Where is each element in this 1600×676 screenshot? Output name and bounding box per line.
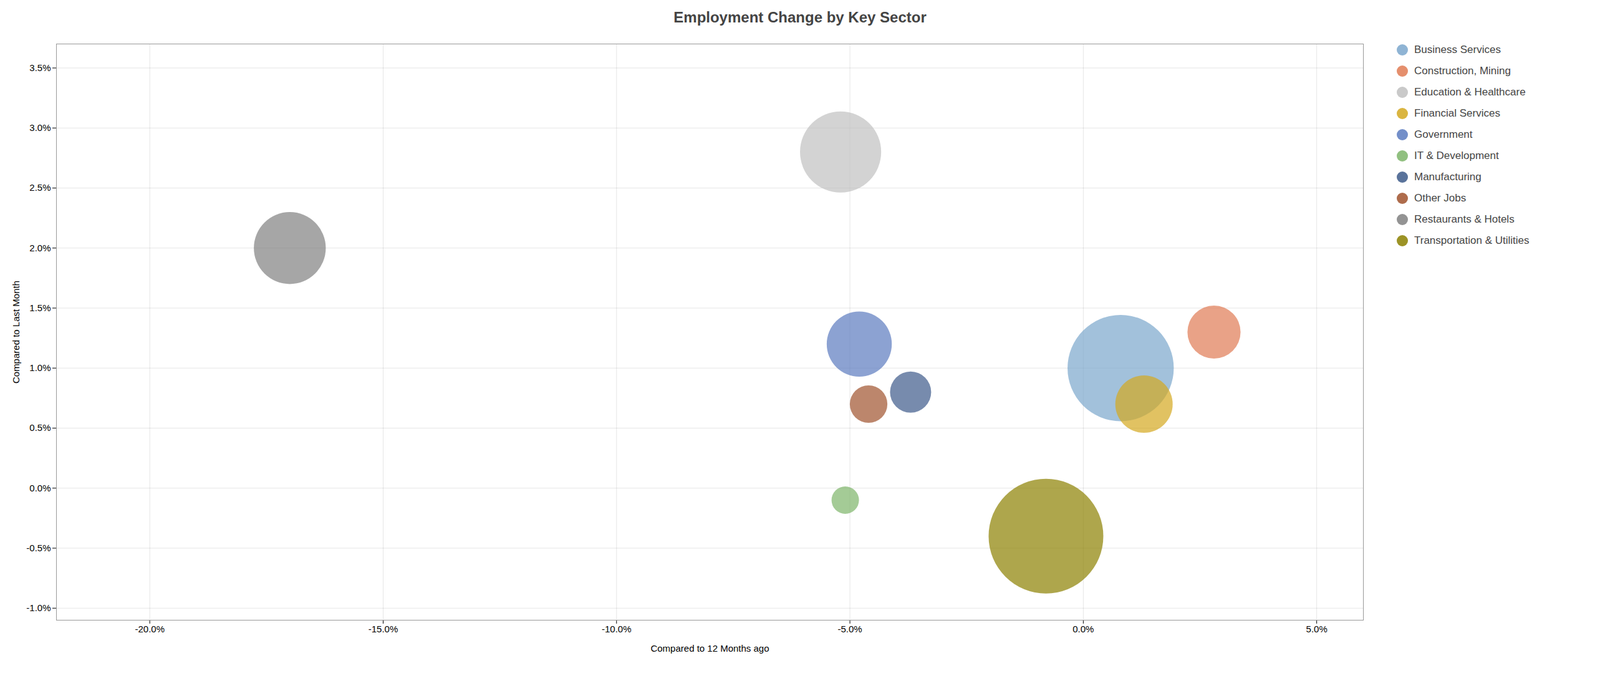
svg-text:0.0%: 0.0% [1072, 623, 1094, 635]
svg-text:3.5%: 3.5% [29, 62, 51, 73]
svg-text:Compared to 12 Months ago: Compared to 12 Months ago [650, 642, 769, 654]
html-text:IT & Development: IT & Development [1414, 149, 1499, 162]
html-text:Transportation & Utilities: Transportation & Utilities [1414, 234, 1530, 247]
svg-text:-15.0%: -15.0% [368, 623, 399, 635]
svg-text:2.0%: 2.0% [29, 242, 51, 254]
html-text:Government: Government [1414, 128, 1473, 141]
svg-text:3.0%: 3.0% [29, 122, 51, 133]
svg-text:5.0%: 5.0% [1306, 623, 1328, 635]
html-text:Restaurants & Hotels: Restaurants & Hotels [1414, 213, 1515, 226]
svg-text:0.5%: 0.5% [29, 422, 51, 433]
svg-text:-10.0%: -10.0% [601, 623, 632, 635]
svg-text:-1.0%: -1.0% [26, 602, 51, 613]
svg-text:2.5%: 2.5% [29, 182, 51, 193]
svg-text:-20.0%: -20.0% [134, 623, 165, 635]
html-text:Financial Services: Financial Services [1414, 107, 1501, 120]
html-text:Employment Change by Key Secto: Employment Change by Key Sector [673, 8, 927, 26]
svg-text:-0.5%: -0.5% [26, 542, 51, 554]
svg-text:Compared to Last Month: Compared to Last Month [10, 280, 22, 384]
svg-text:1.0%: 1.0% [29, 362, 51, 373]
svg-text:-5.0%: -5.0% [837, 623, 862, 635]
html-text:Business Services: Business Services [1414, 43, 1501, 56]
html-text:Manufacturing: Manufacturing [1414, 170, 1482, 183]
html-text:Other Jobs: Other Jobs [1414, 192, 1467, 204]
html-text:Education & Healthcare: Education & Healthcare [1414, 86, 1526, 98]
html-text:Construction, Mining: Construction, Mining [1414, 64, 1511, 77]
svg-text:0.0%: 0.0% [29, 482, 51, 494]
svg-text:1.5%: 1.5% [29, 302, 51, 314]
